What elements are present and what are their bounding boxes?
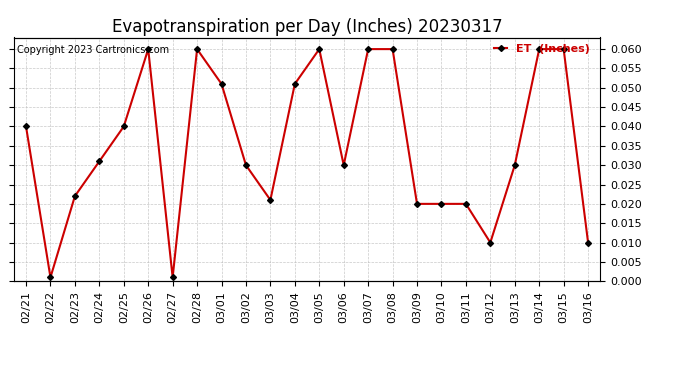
ET  (Inches) xyxy=(584,240,592,245)
ET  (Inches) xyxy=(315,47,324,51)
ET  (Inches) xyxy=(511,163,519,167)
ET  (Inches) xyxy=(535,47,543,51)
ET  (Inches) xyxy=(290,82,299,86)
ET  (Inches) xyxy=(413,202,421,206)
ET  (Inches) xyxy=(217,82,226,86)
ET  (Inches) xyxy=(46,275,55,280)
ET  (Inches) xyxy=(462,202,470,206)
ET  (Inches) xyxy=(364,47,373,51)
ET  (Inches) xyxy=(193,47,201,51)
ET  (Inches) xyxy=(119,124,128,129)
ET  (Inches) xyxy=(144,47,152,51)
ET  (Inches) xyxy=(71,194,79,198)
ET  (Inches) xyxy=(560,47,568,51)
ET  (Inches) xyxy=(22,124,30,129)
ET  (Inches) xyxy=(168,275,177,280)
ET  (Inches) xyxy=(339,163,348,167)
ET  (Inches) xyxy=(437,202,446,206)
ET  (Inches) xyxy=(388,47,397,51)
Title: Evapotranspiration per Day (Inches) 20230317: Evapotranspiration per Day (Inches) 2023… xyxy=(112,18,502,36)
ET  (Inches) xyxy=(95,159,104,164)
ET  (Inches) xyxy=(486,240,495,245)
Line: ET  (Inches): ET (Inches) xyxy=(24,47,590,279)
ET  (Inches) xyxy=(241,163,250,167)
Text: Copyright 2023 Cartronics.com: Copyright 2023 Cartronics.com xyxy=(17,45,169,55)
Legend: ET  (Inches): ET (Inches) xyxy=(489,40,594,59)
ET  (Inches) xyxy=(266,198,275,202)
